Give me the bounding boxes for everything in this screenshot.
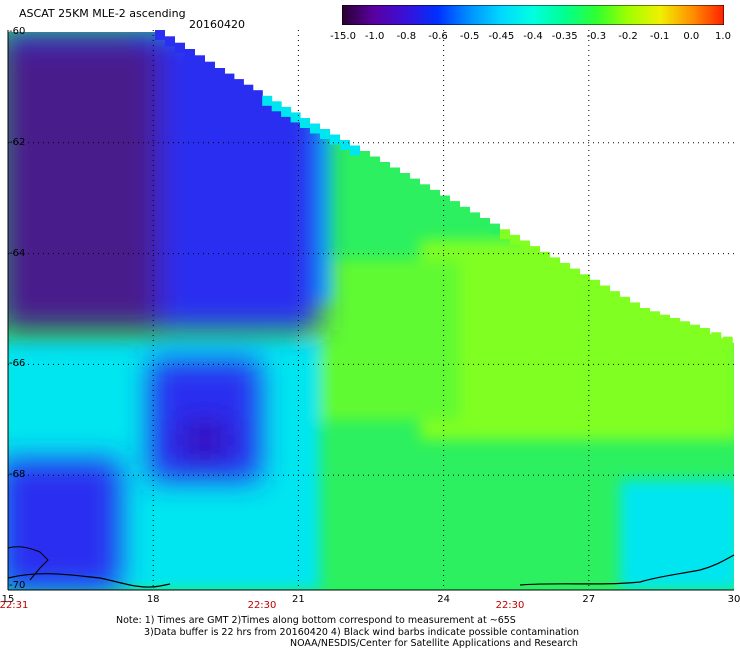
colorbar-label: 1.0: [715, 31, 731, 42]
latitude-label: -60: [9, 26, 26, 37]
edge-cell: [610, 291, 620, 302]
edge-cell: [630, 302, 640, 313]
edge-cell: [300, 118, 310, 128]
edge-cell: [460, 206, 470, 217]
edge-cell: [195, 55, 205, 66]
edge-cell: [600, 285, 610, 296]
edge-cell: [271, 101, 282, 112]
edge-cell: [262, 95, 273, 106]
edge-cell: [530, 246, 540, 257]
colorbar-label: -0.2: [618, 31, 638, 42]
latitude-label: -64: [9, 247, 26, 259]
edge-cell: [165, 36, 175, 47]
edge-cell: [550, 257, 560, 268]
edge-cell: [380, 162, 390, 172]
edge-cell: [510, 234, 520, 245]
edge-cell: [243, 84, 254, 95]
edge-cell: [290, 112, 301, 123]
product-title: ASCAT 25KM MLE-2 ascending: [19, 7, 186, 20]
edge-cell: [711, 332, 722, 343]
colorbar-label: -0.4: [523, 31, 543, 42]
edge-cell: [620, 296, 630, 307]
edge-cell: [252, 90, 263, 101]
colorbar-label: -0.1: [649, 31, 670, 42]
edge-cell: [680, 321, 690, 332]
edge-cell: [540, 251, 550, 262]
colorbar-label: -0.5: [459, 31, 480, 42]
longitude-label: 21: [292, 594, 305, 605]
edge-cell: [310, 123, 320, 134]
edge-cell: [360, 151, 370, 161]
colorbar-label: -0.6: [428, 31, 448, 42]
edge-cell: [340, 140, 350, 150]
colorbar-label: -1.0: [364, 31, 385, 42]
edge-cell: [400, 173, 410, 183]
colorbar-label: -15.0: [330, 31, 356, 42]
edge-cell: [660, 314, 670, 325]
edge-cell: [430, 189, 440, 200]
edge-cell: [205, 61, 215, 72]
colorbar-label: -0.8: [396, 31, 417, 42]
edge-cell: [185, 49, 195, 59]
latitude-label: -66: [9, 358, 26, 370]
swath-edge-cells: [155, 30, 733, 347]
edge-cell: [500, 229, 510, 240]
blue-region-southwest: [8, 460, 120, 590]
colorbar-label: -0.3: [586, 31, 607, 42]
longitude-label: 27: [582, 594, 596, 605]
cyan-region-east: [620, 480, 734, 590]
time-label: 22:31: [0, 600, 29, 611]
edge-cell: [470, 212, 480, 223]
note-line-2: 3)Data buffer is 22 hrs from 20160420 4)…: [144, 627, 580, 638]
purple-spot: [180, 420, 230, 460]
edge-cell: [370, 156, 380, 167]
edge-cell: [700, 328, 710, 338]
edge-cell: [224, 73, 235, 84]
edge-cell: [281, 106, 292, 117]
edge-cell: [580, 274, 590, 285]
edge-cell: [330, 134, 340, 145]
colorbar-label: -0.35: [551, 31, 578, 42]
edge-cell: [560, 263, 570, 273]
edge-cell: [450, 201, 460, 212]
edge-cell: [155, 30, 165, 40]
time-label: 22:30: [495, 600, 525, 611]
edge-cell: [570, 268, 580, 279]
edge-cell: [390, 167, 400, 178]
edge-cell: [590, 279, 600, 290]
edge-cell: [490, 223, 500, 234]
colorbar-label: -0.45: [488, 31, 515, 42]
time-label: 22:30: [247, 600, 277, 611]
edge-cell: [520, 240, 530, 251]
edge-cell: [722, 336, 733, 347]
edge-cell: [320, 129, 330, 139]
longitude-label: 24: [437, 594, 450, 605]
colorbar-label: 0.0: [683, 31, 700, 42]
edge-cell: [215, 68, 225, 78]
edge-cell: [640, 308, 650, 318]
purple-region: [8, 40, 160, 330]
longitude-label: 15: [1, 594, 15, 605]
edge-cell: [350, 145, 360, 156]
edge-cell: [420, 184, 430, 195]
longitude-label: 30: [727, 594, 740, 605]
edge-cell: [410, 178, 420, 189]
edge-cell: [175, 42, 185, 53]
latitude-label: -62: [9, 136, 26, 148]
edge-cell: [650, 311, 660, 322]
latitude-label: -70: [9, 580, 26, 591]
note-line-1: Note: 1) Times are GMT 2)Times along bot…: [116, 615, 516, 626]
note-line-3: NOAA/NESDIS/Center for Satellite Applica…: [290, 638, 578, 649]
edge-cell: [690, 324, 700, 335]
lat-lon-grid: [8, 30, 734, 590]
coastline-west: [7, 546, 49, 581]
edge-cell: [480, 218, 490, 228]
edge-cell: [670, 318, 680, 328]
edge-cell: [233, 79, 244, 90]
longitude-label: 18: [146, 594, 160, 605]
edge-cell: [440, 195, 450, 206]
product-date: 20160420: [189, 18, 245, 31]
latitude-label: -68: [9, 469, 26, 481]
